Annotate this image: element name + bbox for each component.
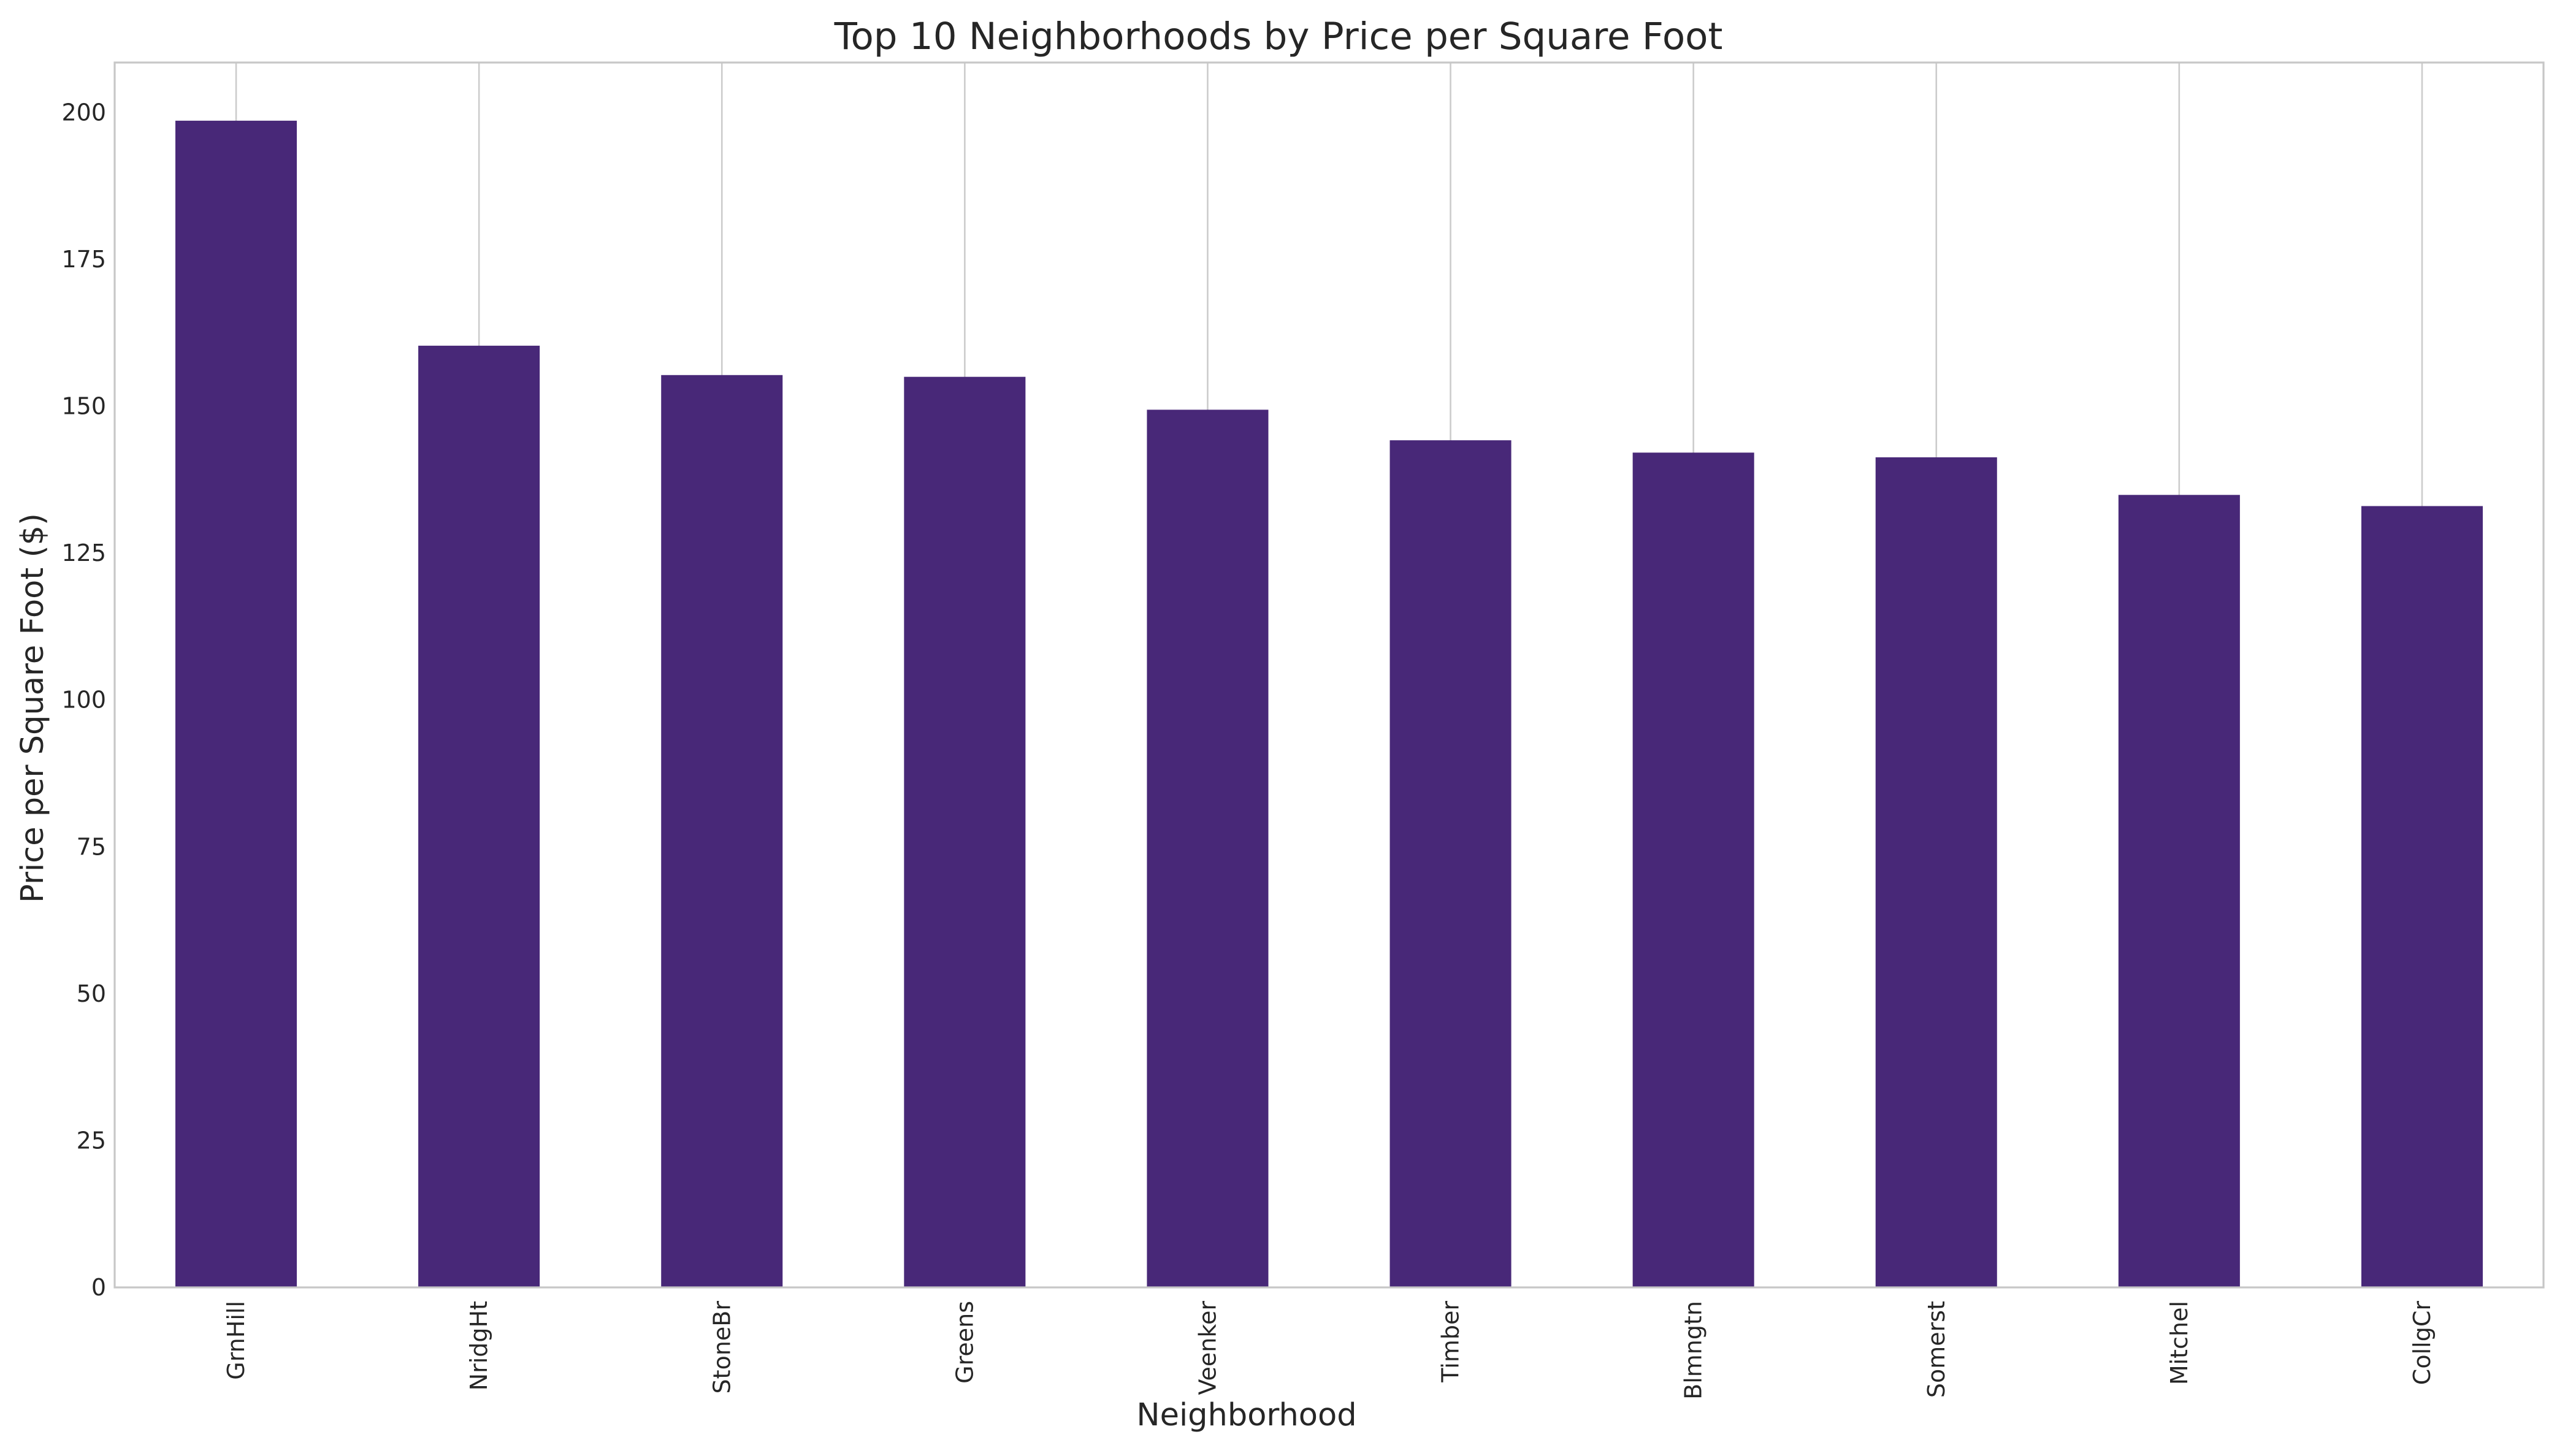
x-tick-label: Somerst xyxy=(1923,1301,1950,1398)
y-tick-label: 150 xyxy=(61,393,106,420)
y-tick-label: 0 xyxy=(91,1274,106,1301)
y-tick-label: 125 xyxy=(61,539,106,566)
x-tick-label: GrnHill xyxy=(223,1301,250,1380)
x-tick-label: Mitchel xyxy=(2166,1301,2193,1385)
x-axis-label: Neighborhood xyxy=(1136,1397,1356,1433)
bar-grnhill xyxy=(175,120,297,1288)
y-tick-label: 100 xyxy=(61,687,106,714)
plot-frame xyxy=(113,61,2545,1289)
x-tick-label: NridgHt xyxy=(465,1301,492,1390)
bar-veenker xyxy=(1147,410,1269,1287)
bar-stonebr xyxy=(661,375,783,1287)
x-tick-label: CollgCr xyxy=(2409,1301,2436,1385)
y-tick-label: 25 xyxy=(77,1127,106,1154)
y-axis-label: Price per Square Foot ($) xyxy=(15,513,51,903)
y-tick-label: 75 xyxy=(77,833,106,860)
bar-collgcr xyxy=(2361,506,2483,1288)
y-axis-ticks: 0 25 50 75 100 125 150 175 200 xyxy=(61,99,106,1301)
bar-nridght xyxy=(418,345,540,1288)
bar-somerst xyxy=(1875,457,1997,1287)
x-tick-label: Blmngtn xyxy=(1680,1301,1707,1400)
y-tick-label: 200 xyxy=(61,99,106,126)
bar-greens xyxy=(904,376,1026,1287)
bar-mitchel xyxy=(2118,495,2240,1287)
grid-lines xyxy=(235,63,2423,1287)
bar-blmngtn xyxy=(1632,452,1754,1288)
x-tick-label: Greens xyxy=(951,1301,978,1384)
y-tick-label: 175 xyxy=(61,246,106,273)
x-tick-label: Veenker xyxy=(1194,1301,1221,1395)
x-tick-label: Timber xyxy=(1437,1301,1464,1383)
bars xyxy=(175,120,2483,1288)
y-tick-label: 50 xyxy=(77,980,106,1007)
bar-timber xyxy=(1389,440,1512,1287)
x-axis-ticks: GrnHill NridgHt StoneBr Greens Veenker Timber… xyxy=(223,1301,2436,1400)
x-tick-label: StoneBr xyxy=(708,1301,735,1394)
chart-title: Top 10 Neighborhoods by Price per Square… xyxy=(834,15,1723,58)
